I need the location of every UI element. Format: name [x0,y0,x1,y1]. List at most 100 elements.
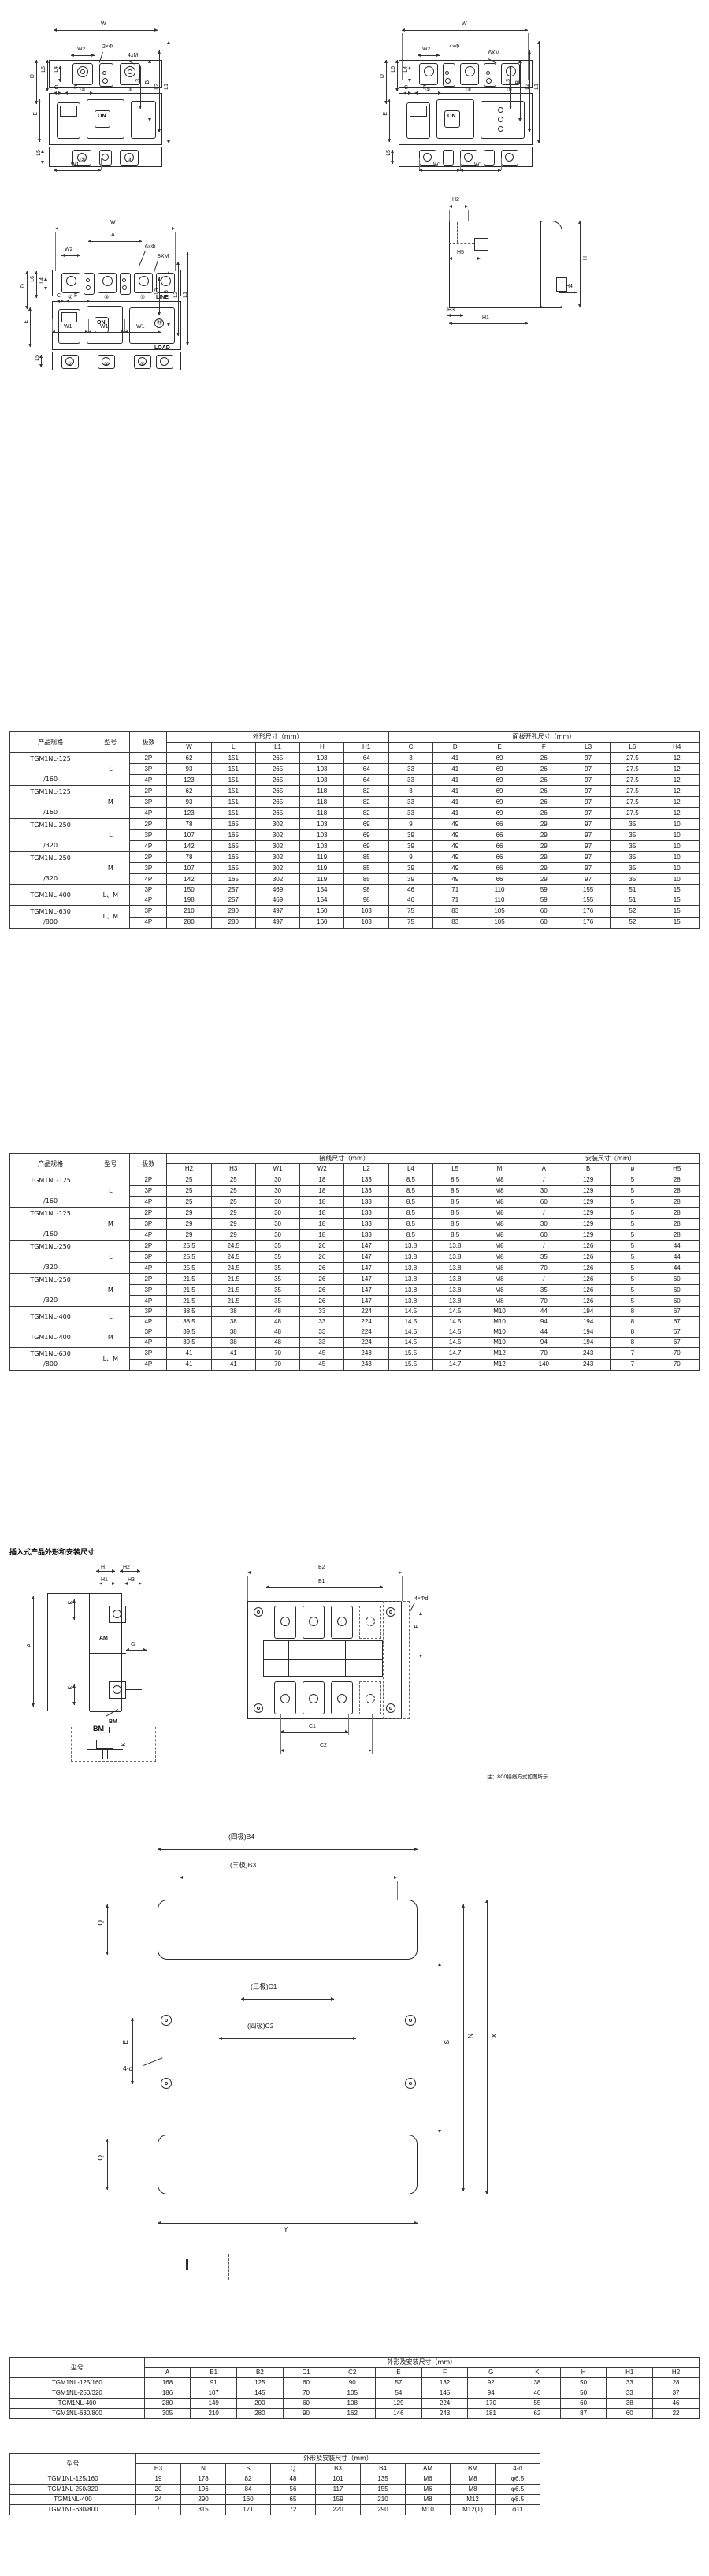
label-x: X [490,2034,498,2038]
label-l2: L2 [525,84,530,90]
dim-group-w1-3p: W1 W1 [418,158,559,175]
label-s: S [443,2040,451,2045]
dim-d [35,60,38,104]
cell-model: L [91,1240,131,1274]
cell-poles: 3P [129,763,168,775]
cell-b4: 135 [360,2474,406,2485]
cell-h: 103 [299,818,345,830]
cell-f: 59 [521,884,566,895]
cell-l3: 176 [565,916,611,929]
table3-col-k: K [514,2367,561,2378]
cell-b: 194 [565,1316,611,1327]
cell-h1: 64 [343,752,389,764]
cell-h3: / [135,2504,181,2515]
cell-poles: 4P [129,1229,168,1241]
cell-w1: 48 [254,1327,301,1338]
cell-bm: M8 [450,2474,496,2485]
cell-m: M10 [477,1337,522,1348]
cell-h3: 29 [210,1229,256,1241]
table3-col-h2: H2 [652,2367,700,2378]
cell-c: 46 [388,895,434,906]
cell-l4: 8.5 [388,1185,434,1197]
cell-h2: 39.5 [166,1337,212,1348]
cell-am: M6 [405,2474,451,2485]
label-h: H [583,256,588,261]
cell-l2: 147 [343,1273,389,1285]
cell-b: 126 [565,1251,611,1263]
table-row: TGM1NL-125 /160 L 2P 25 25 30 18 133 8.5 8.5 M8/12… [9,1174,700,1208]
dim-l2 [158,50,161,132]
cell-: 5 [610,1218,655,1230]
dim-d [384,60,388,104]
cell-w2: 26 [299,1262,345,1274]
cell-l1: 265 [254,763,301,775]
drawing-panel-cutout: (四极)B4 (三极)B3 (三极)C1 (四极)C2 4-d E Q Q [32,1829,622,2302]
plugin-note: 注：800接线方式如图所示 [487,1774,548,1780]
label-b: B [145,80,150,84]
dim-e [131,2018,134,2084]
cell-d: 49 [432,851,478,863]
cell-m: M10 [477,1316,522,1327]
dim-w2 [418,54,440,57]
cell-poles: 2P [129,851,168,863]
cell-l3: 97 [565,829,611,841]
cell-poles: 4P [129,1262,168,1274]
cell-poles: 3P [129,905,168,918]
cell-h2: 21.5 [166,1295,212,1307]
cell-l6: 27.5 [610,807,655,819]
cell-h: 118 [299,807,345,819]
table2-body: TGM1NL-125 /160 L 2P 25 25 30 18 133 8.5 8.5 M8/12… [9,1174,700,1371]
cell-a: 70 [521,1295,566,1307]
cell-h3: 38 [210,1306,256,1317]
table-row: TGM1NL-125 /160 L 2P 62 151 265 103 64 3 41 69 26 97… [9,752,700,786]
cell-l1: 302 [254,829,301,841]
cell-l1: 265 [254,774,301,786]
cell-am: M8 [405,2494,451,2505]
table3-col-a: A [143,2367,191,2378]
cell-a: 305 [143,2408,191,2419]
label-bm-callout: BM [109,1719,117,1725]
label-terminal-1: ① [68,295,73,300]
cell-w1: 30 [254,1196,301,1208]
drawing-4p-front-view: W A 6×Φ 8XM W2 ① ③ ⑤ LINE L4 L6 D [16,195,228,370]
dim-l3 [509,66,512,109]
cell-s: 84 [225,2484,271,2495]
cell-l6: 51 [610,884,655,895]
cell-d: 83 [432,916,478,929]
cell-b: 243 [565,1347,611,1360]
cell-l4: 13.8 [388,1273,434,1285]
cell-h2: 38.5 [166,1306,212,1317]
cell-c1: 70 [282,2388,330,2399]
cell-l3: 97 [565,818,611,830]
table3-col-h: H [559,2367,607,2378]
cell-poles: 4P [129,840,168,852]
cell-h: 50 [559,2388,607,2399]
cell-e: 129 [375,2398,422,2409]
cell-b4: 155 [360,2484,406,2495]
cell-model: TGM1NL-250/320 [9,2484,136,2495]
cell-b3: 159 [315,2494,361,2505]
cell-l4: 8.5 [388,1218,434,1230]
cell-d: 83 [432,905,478,918]
cell-h4: 15 [654,884,700,895]
cell-h3: 25 [210,1174,256,1186]
cell-l4: 14.5 [388,1306,434,1317]
cell-poles: 2P [129,818,168,830]
table-row: 3P 93 151 265 118 82 33 41 69 26 97 27.5 12 [10,796,700,808]
cell-c: 33 [388,807,434,819]
cell-l3: 97 [565,873,611,885]
cell-b: 243 [565,1358,611,1371]
cell-h1: 33 [606,2377,654,2388]
cell-c: 39 [388,840,434,852]
label-b: B [164,290,169,294]
drawing-plugin-side-view: H H2 H1 H3 K K A AM G BM BM [24,1565,205,1762]
cell-h3: 24.5 [210,1251,256,1263]
cell-m: M10 [477,1327,522,1338]
cell-model: M [91,785,131,819]
cell-l1: 302 [254,840,301,852]
dim-f [65,91,93,95]
cell-m: M10 [477,1306,522,1317]
cell-e: 66 [477,862,522,874]
cell-q: 56 [270,2484,316,2495]
